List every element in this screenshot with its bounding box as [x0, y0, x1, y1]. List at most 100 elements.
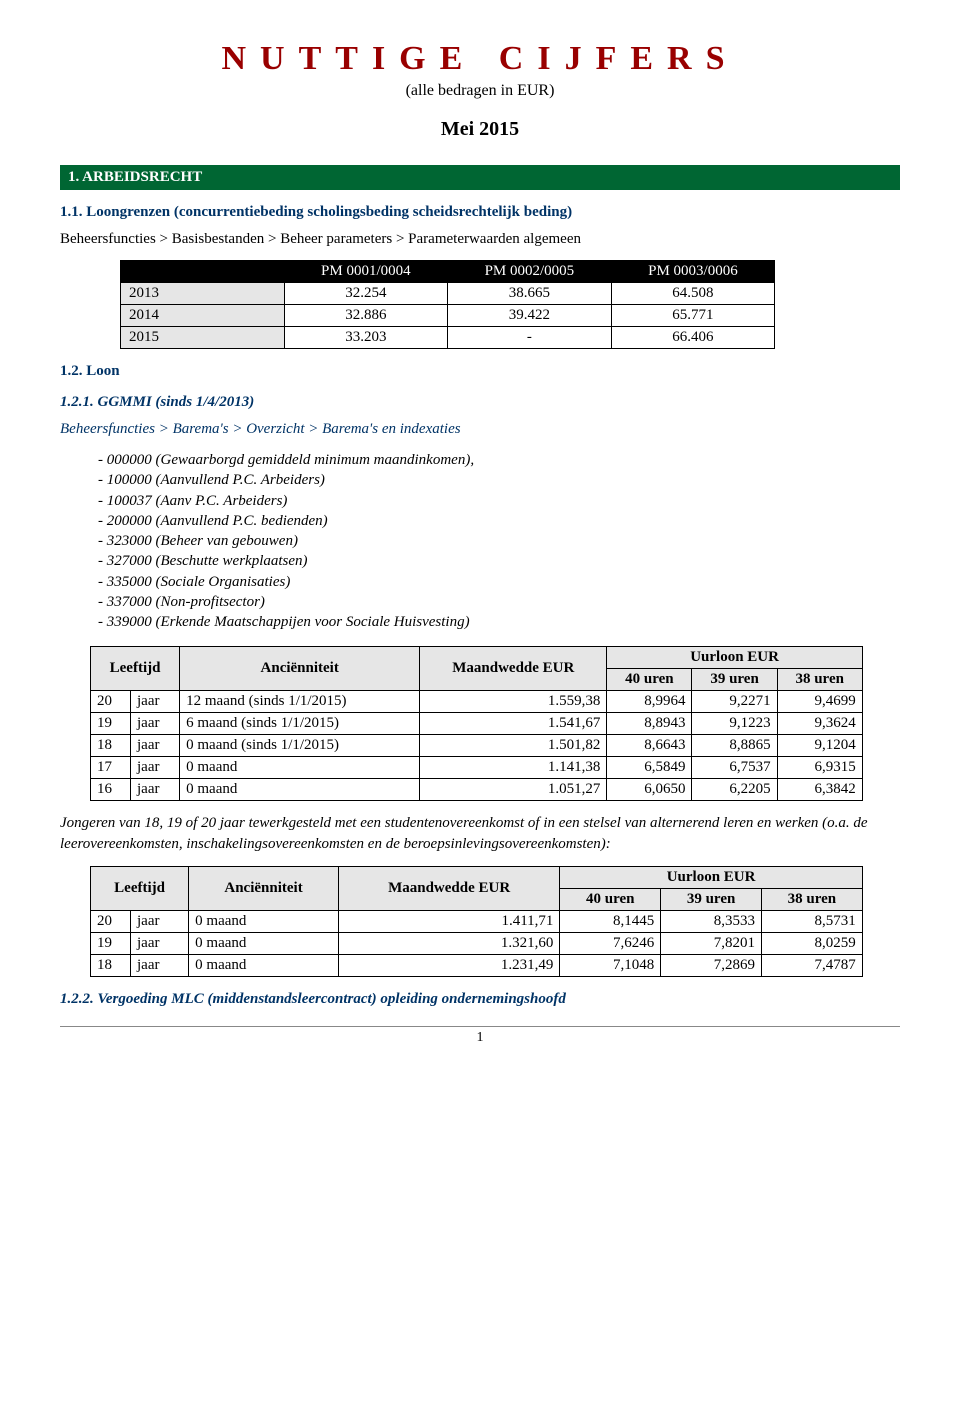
param-th-1: PM 0001/0004 [284, 261, 448, 283]
wage-cell: 12 maand (sinds 1/1/2015) [180, 691, 420, 713]
paragraph-jongeren: Jongeren van 18, 19 of 20 jaar tewerkges… [60, 813, 900, 854]
wage-cell: jaar [131, 735, 180, 757]
page-number: 1 [60, 1026, 900, 1046]
heading-1-2: 1.2. Loon [60, 363, 900, 380]
param-val: 32.254 [284, 283, 448, 305]
document-date: Mei 2015 [60, 118, 900, 141]
wage-cell: 19 [91, 713, 131, 735]
wage-cell: 7,2869 [661, 954, 762, 976]
param-th-3: PM 0003/0006 [611, 261, 775, 283]
wt1-th-u39: 39 uren [692, 669, 777, 691]
wt1-th-leeftijd: Leeftijd [91, 647, 180, 691]
param-row: 201432.88639.42265.771 [121, 305, 775, 327]
wt2-th-u38: 38 uren [761, 888, 862, 910]
wage-row: 18jaar0 maand (sinds 1/1/2015)1.501,828,… [91, 735, 863, 757]
wage-cell: 1.501,82 [420, 735, 607, 757]
barema-list-item: 327000 (Beschutte werkplaatsen) [116, 551, 900, 571]
wage-cell: 20 [91, 910, 131, 932]
param-val: - [448, 327, 612, 349]
wage-cell: 8,0259 [761, 932, 862, 954]
heading-1-2-2: 1.2.2. Vergoeding MLC (middenstandsleerc… [60, 991, 900, 1008]
wage-cell: 9,4699 [777, 691, 862, 713]
wage-table-2: Leeftijd Anciënniteit Maandwedde EUR Uur… [90, 866, 863, 977]
barema-list-item: 200000 (Aanvullend P.C. bedienden) [116, 511, 900, 531]
barema-list-item: 100000 (Aanvullend P.C. Arbeiders) [116, 470, 900, 490]
wt2-th-uur: Uurloon EUR [560, 866, 862, 888]
wage-cell: 18 [91, 735, 131, 757]
wage-cell: 8,3533 [661, 910, 762, 932]
wt1-th-uur: Uurloon EUR [607, 647, 862, 669]
wage-cell: 6 maand (sinds 1/1/2015) [180, 713, 420, 735]
wage-cell: 1.231,49 [338, 954, 560, 976]
param-row: 201332.25438.66564.508 [121, 283, 775, 305]
barema-list-item: 000000 (Gewaarborgd gemiddeld minimum ma… [116, 450, 900, 470]
wage-cell: 18 [91, 954, 131, 976]
barema-list: 000000 (Gewaarborgd gemiddeld minimum ma… [60, 450, 900, 632]
wage-cell: 0 maand [180, 779, 420, 801]
wage-cell: 6,7537 [692, 757, 777, 779]
wage-cell: jaar [131, 757, 180, 779]
wage-cell: 0 maand [189, 954, 339, 976]
param-val: 32.886 [284, 305, 448, 327]
heading-1-1: 1.1. Loongrenzen (concurrentiebeding sch… [60, 204, 900, 221]
wage-row: 16jaar0 maand1.051,276,06506,22056,3842 [91, 779, 863, 801]
wage-cell: 6,0650 [607, 779, 692, 801]
wage-cell: jaar [131, 932, 189, 954]
wage-cell: 0 maand [180, 757, 420, 779]
wt2-th-anc: Anciënniteit [189, 866, 339, 910]
param-table-loongrenzen: PM 0001/0004 PM 0002/0005 PM 0003/0006 2… [120, 260, 775, 349]
wage-cell: 1.051,27 [420, 779, 607, 801]
breadcrumb-1-2-1: Beheersfuncties > Barema's > Overzicht >… [60, 421, 900, 438]
wage-cell: 9,2271 [692, 691, 777, 713]
wage-cell: 17 [91, 757, 131, 779]
param-val: 64.508 [611, 283, 775, 305]
wage-cell: 8,9964 [607, 691, 692, 713]
wage-cell: 9,1223 [692, 713, 777, 735]
param-year: 2014 [121, 305, 285, 327]
param-val: 39.422 [448, 305, 612, 327]
param-th-blank [121, 261, 285, 283]
wage-cell: 6,9315 [777, 757, 862, 779]
wage-cell: 20 [91, 691, 131, 713]
param-year: 2015 [121, 327, 285, 349]
wage-cell: 0 maand [189, 910, 339, 932]
wt2-th-u39: 39 uren [661, 888, 762, 910]
wage-cell: 7,4787 [761, 954, 862, 976]
wage-cell: 7,1048 [560, 954, 661, 976]
param-val: 65.771 [611, 305, 775, 327]
section-1-header: 1. ARBEIDSRECHT [60, 165, 900, 190]
barema-list-item: 100037 (Aanv P.C. Arbeiders) [116, 491, 900, 511]
wage-cell: 1.321,60 [338, 932, 560, 954]
wage-cell: 7,6246 [560, 932, 661, 954]
heading-1-2-1: 1.2.1. GGMMI (sinds 1/4/2013) [60, 394, 900, 411]
wt1-th-u38: 38 uren [777, 669, 862, 691]
wage-table-1: Leeftijd Anciënniteit Maandwedde EUR Uur… [90, 646, 863, 801]
wage-cell: 6,2205 [692, 779, 777, 801]
wage-cell: 8,5731 [761, 910, 862, 932]
wage-cell: 6,3842 [777, 779, 862, 801]
param-th-2: PM 0002/0005 [448, 261, 612, 283]
wage-cell: 8,1445 [560, 910, 661, 932]
wage-cell: jaar [131, 779, 180, 801]
barema-list-item: 337000 (Non-profitsector) [116, 592, 900, 612]
wt1-th-maand: Maandwedde EUR [420, 647, 607, 691]
param-year: 2013 [121, 283, 285, 305]
wage-cell: 9,1204 [777, 735, 862, 757]
wage-row: 20jaar0 maand1.411,718,14458,35338,5731 [91, 910, 863, 932]
wage-cell: 0 maand [189, 932, 339, 954]
barema-list-item: 323000 (Beheer van gebouwen) [116, 531, 900, 551]
document-subtitle: (alle bedragen in EUR) [60, 82, 900, 100]
document-main-title: NUTTIGE CIJFERS [60, 40, 900, 78]
wt1-th-u40: 40 uren [607, 669, 692, 691]
wage-row: 19jaar6 maand (sinds 1/1/2015)1.541,678,… [91, 713, 863, 735]
barema-list-item: 339000 (Erkende Maatschappijen voor Soci… [116, 612, 900, 632]
wage-cell: 0 maand (sinds 1/1/2015) [180, 735, 420, 757]
wt2-th-leeftijd: Leeftijd [91, 866, 189, 910]
wage-cell: 7,8201 [661, 932, 762, 954]
wage-cell: jaar [131, 910, 189, 932]
wage-row: 20jaar12 maand (sinds 1/1/2015)1.559,388… [91, 691, 863, 713]
wage-cell: 6,5849 [607, 757, 692, 779]
wage-cell: 1.411,71 [338, 910, 560, 932]
wage-cell: 19 [91, 932, 131, 954]
wage-cell: 8,6643 [607, 735, 692, 757]
